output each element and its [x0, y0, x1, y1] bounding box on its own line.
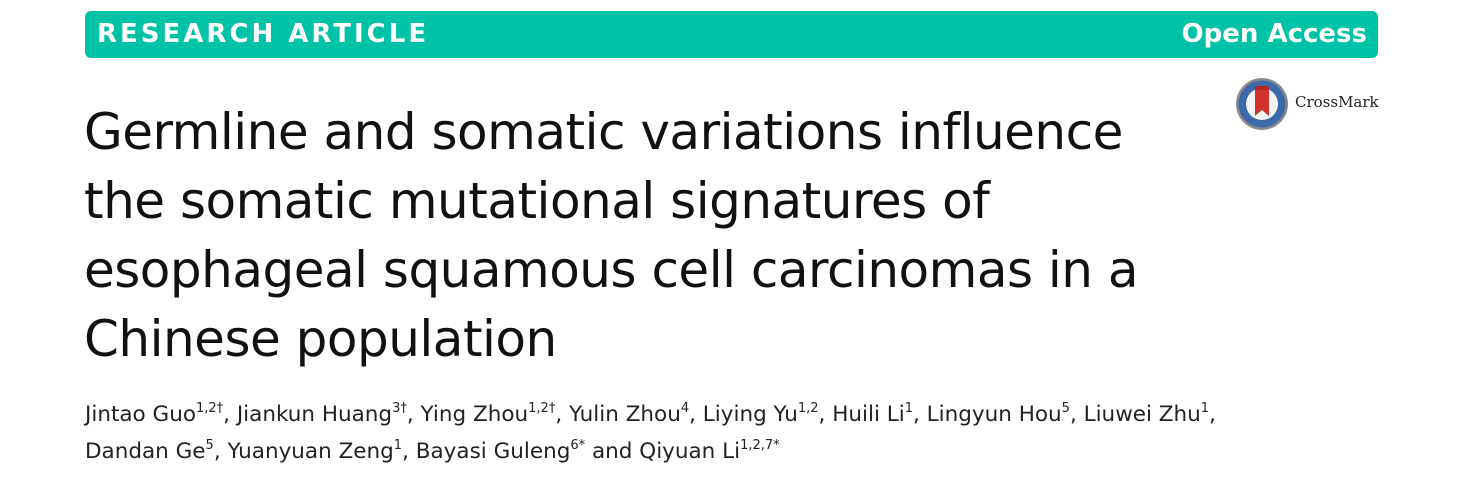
author-affiliation: 1,2†	[195, 401, 224, 416]
author-list: Jintao Guo1,2†, Jiankun Huang3†, Ying Zh…	[85, 396, 1365, 470]
author-entry[interactable]: Bayasi Guleng6*	[416, 439, 585, 464]
author-entry[interactable]: Qiyuan Li1,2,7*	[639, 439, 779, 464]
author-separator: ,	[406, 402, 421, 427]
author-separator: ,	[913, 402, 927, 427]
author-name: Yuanyuan Zeng	[227, 439, 394, 464]
author-separator: ,	[555, 402, 569, 427]
author-name: Dandan Ge	[85, 439, 206, 464]
article-type-label: RESEARCH ARTICLE	[97, 19, 430, 49]
author-name: Qiyuan Li	[639, 439, 741, 464]
author-row: Jintao Guo1,2†, Jiankun Huang3†, Ying Zh…	[85, 396, 1365, 433]
author-name: Jintao Guo	[85, 402, 196, 427]
author-entry[interactable]: Huili Li1	[832, 402, 913, 427]
author-affiliation: 5	[1061, 401, 1070, 416]
article-title: Germline and somatic variations influenc…	[84, 98, 1234, 374]
author-affiliation: 1,2,7*	[740, 438, 780, 453]
author-name: Liuwei Zhu	[1083, 402, 1201, 427]
author-entry[interactable]: Liuwei Zhu1	[1084, 402, 1209, 427]
author-separator: ,	[818, 402, 833, 427]
author-entry[interactable]: Liying Yu1,2	[703, 402, 819, 427]
author-name: Yulin Zhou	[569, 402, 681, 427]
author-entry[interactable]: Jiankun Huang3†	[237, 402, 407, 427]
author-name: Liying Yu	[702, 402, 798, 427]
author-entry[interactable]: Jintao Guo1,2†	[85, 402, 223, 427]
article-type-banner: RESEARCH ARTICLE Open Access	[85, 11, 1378, 58]
author-affiliation: 3†	[392, 401, 407, 416]
author-row: Dandan Ge5, Yuanyuan Zeng1, Bayasi Gulen…	[85, 433, 1365, 470]
title-line: the somatic mutational signatures of	[84, 172, 990, 230]
author-entry[interactable]: Dandan Ge5	[85, 439, 214, 464]
author-entry[interactable]: Lingyun Hou5	[927, 402, 1070, 427]
author-separator: and	[585, 439, 640, 464]
author-entry[interactable]: Ying Zhou1,2†	[421, 402, 556, 427]
author-separator: ,	[689, 402, 703, 427]
author-separator: ,	[402, 439, 416, 464]
author-affiliation: 1,2†	[528, 401, 556, 416]
author-affiliation: 1	[393, 438, 403, 453]
crossmark-badge[interactable]: CrossMark	[1234, 76, 1394, 132]
author-name: Lingyun Hou	[926, 402, 1062, 427]
author-affiliation: 1	[904, 401, 913, 416]
author-affiliation: 1,2	[797, 401, 819, 416]
author-affiliation: 5	[205, 438, 214, 453]
title-line: esophageal squamous cell carcinomas in a	[84, 241, 1139, 299]
title-line: Germline and somatic variations influenc…	[84, 103, 1123, 161]
author-separator: ,	[223, 402, 237, 427]
author-affiliation: 4	[680, 401, 690, 416]
title-line: Chinese population	[84, 310, 557, 368]
author-separator: ,	[1069, 402, 1084, 427]
crossmark-icon	[1236, 78, 1288, 130]
author-name: Ying Zhou	[420, 402, 529, 427]
author-separator: ,	[213, 439, 228, 464]
author-name: Huili Li	[832, 402, 905, 427]
crossmark-label: CrossMark	[1295, 93, 1379, 111]
author-affiliation: 6*	[570, 438, 586, 453]
author-separator: ,	[1209, 402, 1216, 427]
open-access-label: Open Access	[1181, 19, 1367, 49]
author-name: Jiankun Huang	[236, 402, 393, 427]
author-name: Bayasi Guleng	[415, 439, 571, 464]
author-entry[interactable]: Yuanyuan Zeng1	[227, 439, 402, 464]
author-entry[interactable]: Yulin Zhou4	[569, 402, 689, 427]
author-affiliation: 1	[1200, 401, 1210, 416]
